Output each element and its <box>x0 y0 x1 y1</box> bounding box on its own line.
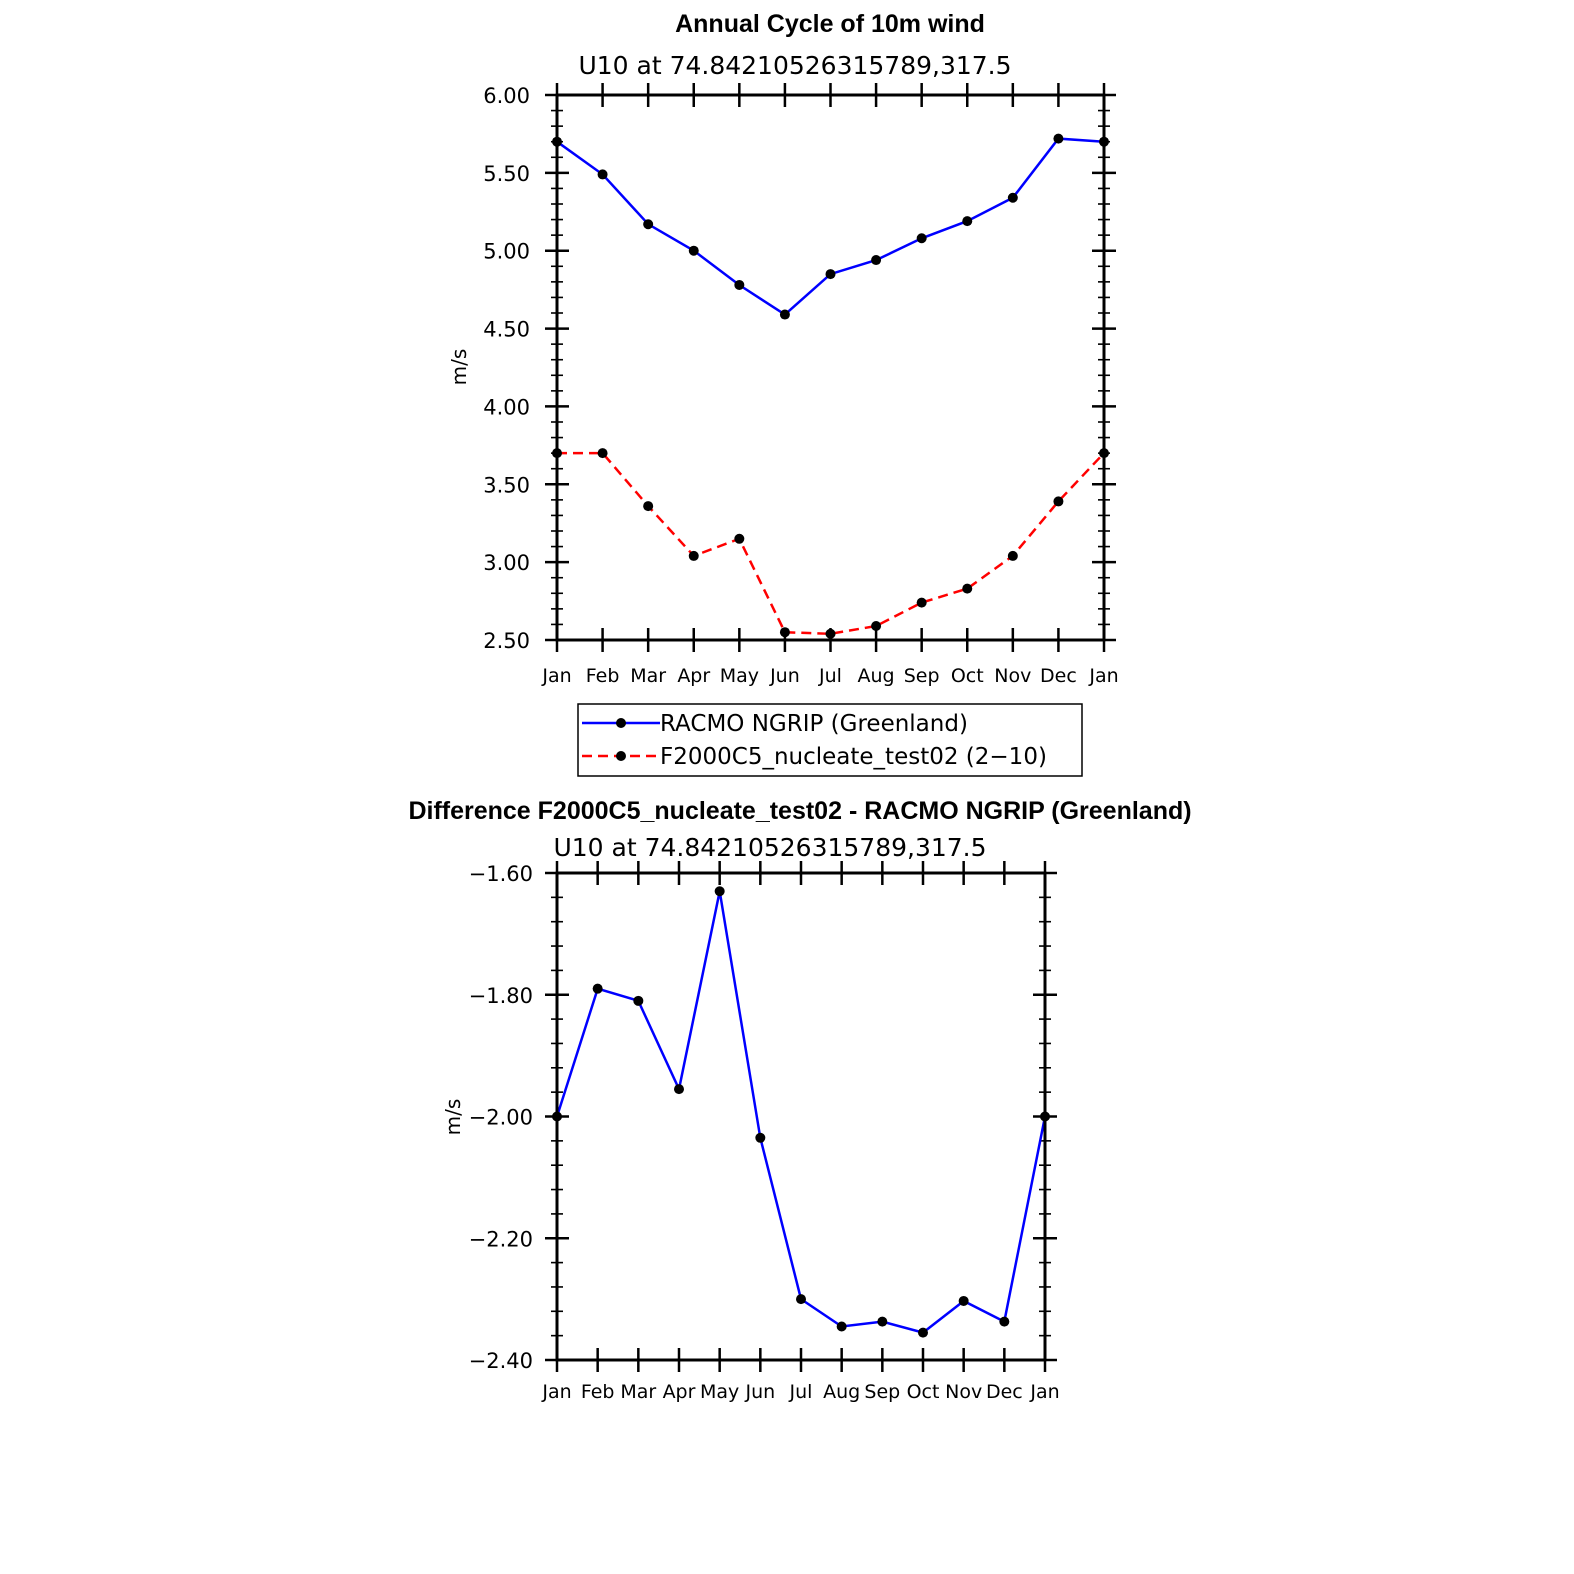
data-point <box>958 1295 969 1306</box>
legend-label-f2000: F2000C5_nucleate_test02 (2−10) <box>660 744 1047 770</box>
data-point <box>999 1316 1010 1327</box>
x-tick-label: Jun <box>769 665 800 687</box>
series-line-0 <box>556 137 1105 317</box>
annual-cycle-chart: Annual Cycle of 10m wind U10 at 74.84210… <box>447 10 1119 777</box>
data-point <box>779 627 790 638</box>
x-tick-label: Feb <box>586 665 620 687</box>
legend-box <box>577 703 1083 777</box>
plot-frame <box>555 871 1047 1362</box>
data-point <box>796 1294 806 1305</box>
x-tick-label: Dec <box>986 1381 1023 1403</box>
data-point <box>825 269 836 280</box>
data-point <box>962 583 973 594</box>
x-tick-label: Jun <box>744 1381 775 1403</box>
x-tick-label: Jul <box>789 1381 813 1403</box>
x-tick-label: May <box>720 665 759 687</box>
x-tick-label: Nov <box>994 665 1031 687</box>
data-point <box>916 597 927 608</box>
data-point <box>643 501 654 512</box>
data-point <box>597 169 608 180</box>
data-point <box>643 219 654 230</box>
x-tick-label: Jan <box>541 665 571 687</box>
plot-frame <box>555 93 1106 642</box>
series-line-0 <box>555 891 1047 1334</box>
data-point <box>836 1321 847 1332</box>
x-tick-label: Oct <box>951 665 984 687</box>
data-point <box>674 1084 684 1095</box>
y-tick-label: 4.50 <box>483 318 530 342</box>
data-point <box>597 448 608 459</box>
y-tick-label: −1.60 <box>469 862 533 886</box>
data-point <box>1007 550 1018 561</box>
y-tick-label: 4.00 <box>483 395 530 419</box>
data-point <box>962 216 973 227</box>
chart-title: Annual Cycle of 10m wind <box>675 10 985 38</box>
data-point <box>871 255 882 266</box>
x-tick-label: May <box>700 1381 739 1403</box>
data-point <box>633 995 644 1006</box>
y-tick-label: 5.00 <box>483 240 530 264</box>
legend: RACMO NGRIP (Greenland) F2000C5_nucleate… <box>577 703 1083 777</box>
data-point <box>714 886 725 897</box>
y-tick-label: 2.50 <box>483 629 530 653</box>
data-point <box>688 245 699 256</box>
x-tick-label: Dec <box>1040 665 1077 687</box>
x-tick-label: Sep <box>904 665 940 687</box>
data-point <box>871 620 882 631</box>
x-tick-label: Jan <box>1088 665 1118 687</box>
data-point <box>1053 496 1064 507</box>
x-tick-label: Aug <box>823 1381 860 1403</box>
x-tick-label: Nov <box>945 1381 982 1403</box>
x-tick-label: Jan <box>541 1381 571 1403</box>
data-point <box>755 1132 766 1143</box>
data-point <box>1053 133 1064 144</box>
data-point <box>918 1327 928 1338</box>
data-point <box>734 533 745 544</box>
data-point <box>1007 192 1018 203</box>
data-point <box>877 1316 888 1327</box>
x-tick-label: Feb <box>581 1381 615 1403</box>
x-tick-label: Aug <box>858 665 895 687</box>
x-tick-label: Jan <box>1029 1381 1059 1403</box>
series-line-1 <box>557 451 1105 636</box>
y-tick-label: 6.00 <box>483 84 530 108</box>
y-tick-label: 3.50 <box>483 473 530 497</box>
y-axis-label: m/s <box>441 1099 465 1136</box>
data-point <box>592 983 603 994</box>
data-point <box>734 279 745 290</box>
y-tick-label: −2.40 <box>469 1349 533 1373</box>
x-tick-label: Jul <box>818 665 842 687</box>
x-tick-label: Oct <box>907 1381 940 1403</box>
y-tick-label: −1.80 <box>469 984 533 1008</box>
difference-chart: Difference F2000C5_nucleate_test02 - RAC… <box>408 797 1191 1403</box>
data-point <box>825 628 836 639</box>
chart-title: Difference F2000C5_nucleate_test02 - RAC… <box>408 797 1191 825</box>
y-tick-label: −2.00 <box>469 1106 533 1130</box>
y-tick-label: −2.20 <box>469 1227 533 1251</box>
data-point <box>688 550 699 561</box>
y-tick-label: 3.00 <box>483 551 530 575</box>
y-axis-label: m/s <box>447 349 471 386</box>
legend-marker-f2000 <box>616 751 626 761</box>
data-point <box>779 309 790 320</box>
data-point <box>916 233 927 244</box>
legend-marker-racmo <box>616 718 626 728</box>
x-tick-label: Mar <box>630 665 666 687</box>
chart-subtitle: U10 at 74.84210526315789,317.5 <box>553 833 986 862</box>
chart-subtitle: U10 at 74.84210526315789,317.5 <box>578 51 1011 80</box>
legend-label-racmo: RACMO NGRIP (Greenland) <box>660 711 968 737</box>
x-tick-label: Apr <box>663 1381 696 1403</box>
x-tick-label: Sep <box>864 1381 900 1403</box>
y-tick-label: 5.50 <box>483 162 530 186</box>
x-tick-label: Apr <box>677 665 710 687</box>
x-tick-label: Mar <box>620 1381 656 1403</box>
